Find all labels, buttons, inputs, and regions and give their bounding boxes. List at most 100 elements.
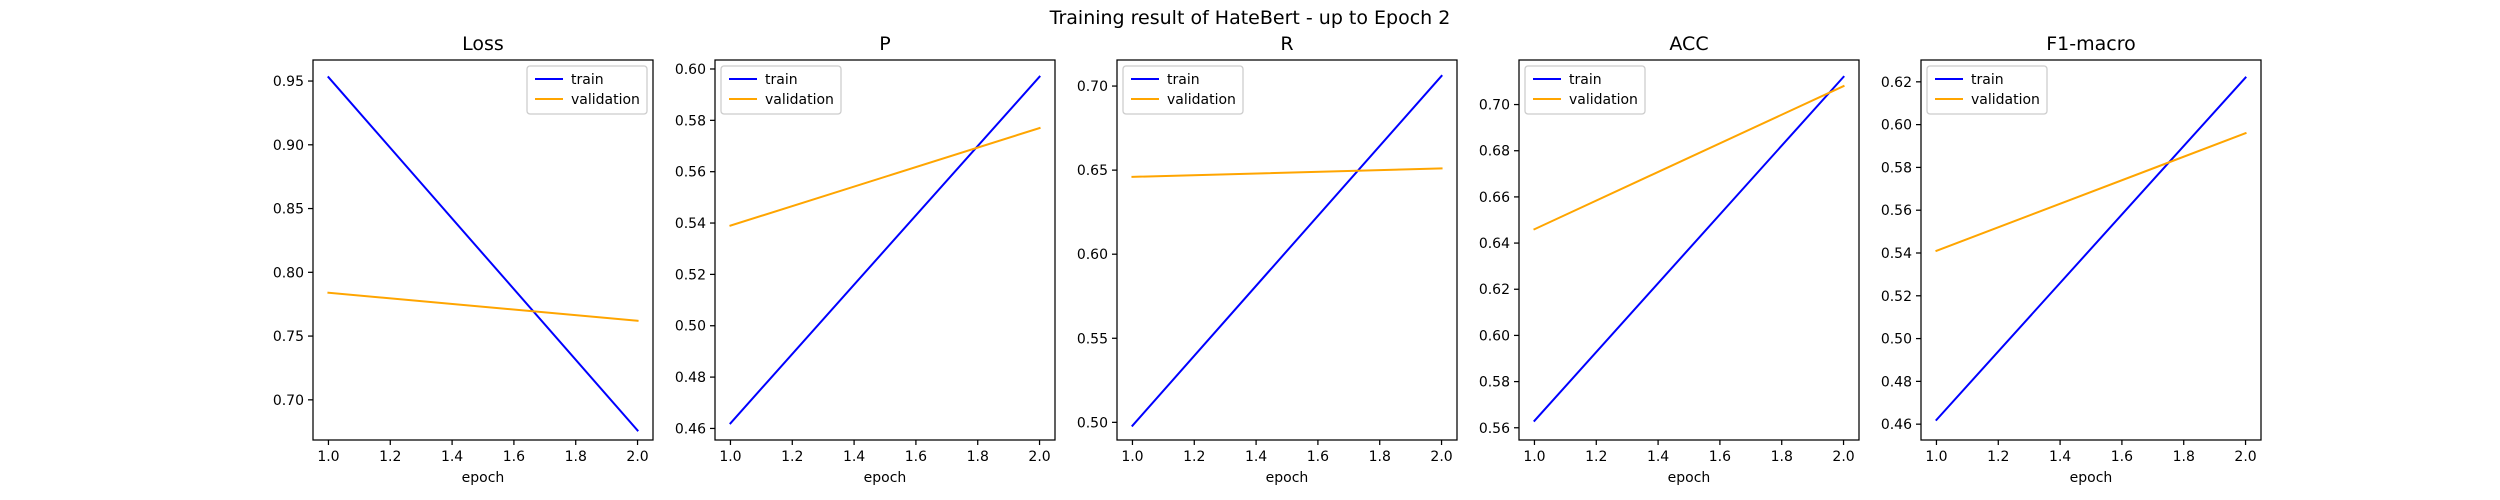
x-tick-label: 1.8 xyxy=(1771,449,1793,465)
axes-title: P xyxy=(879,33,890,55)
y-tick-label: 0.62 xyxy=(1479,282,1510,298)
y-tick-label: 0.46 xyxy=(675,421,706,437)
subplot-loss: Loss 1.0 1.2 1.4 1.6 1.8 2.0 0.70 0.75 0.80 0.85 0.… xyxy=(273,33,654,486)
y-tick-label: 0.50 xyxy=(1881,332,1912,348)
axes-frame xyxy=(1116,59,1458,441)
y-tick-label: 0.54 xyxy=(1881,246,1912,262)
series-line-train xyxy=(1935,76,2247,422)
y-tick-label: 0.56 xyxy=(1479,421,1510,437)
legend-label-validation: validation xyxy=(765,92,834,108)
legend: train validation xyxy=(720,65,842,115)
y-tick-label: 0.85 xyxy=(273,202,304,218)
x-tick-label: 1.6 xyxy=(1307,449,1329,465)
axes-title: F1-macro xyxy=(2046,33,2136,55)
y-tick-label: 0.70 xyxy=(1077,79,1108,95)
legend-label-train: train xyxy=(765,72,798,88)
y-tick-label: 0.62 xyxy=(1881,75,1912,91)
y-tick-label: 0.68 xyxy=(1479,144,1510,160)
x-tick-label: 1.4 xyxy=(2049,449,2071,465)
x-tick-label: 1.4 xyxy=(1245,449,1267,465)
x-axis-label: epoch xyxy=(462,470,505,486)
axes-frame xyxy=(714,59,1056,441)
x-tick-label: 2.0 xyxy=(1028,449,1050,465)
x-axis-label: epoch xyxy=(1266,470,1309,486)
y-tick-label: 0.95 xyxy=(273,74,304,90)
legend: train validation xyxy=(526,65,648,115)
y-tick-label: 0.54 xyxy=(675,216,706,232)
x-tick-label: 1.2 xyxy=(1585,449,1607,465)
series-line-train xyxy=(1131,74,1443,428)
y-tick-label: 0.58 xyxy=(1881,160,1912,176)
legend-label-validation: validation xyxy=(571,92,640,108)
series-line-validation xyxy=(1935,131,2247,253)
subplot-p: P 1.0 1.2 1.4 1.6 1.8 2.0 0.46 0.48 0.50 0.52 0.54 0… xyxy=(675,33,1056,486)
x-tick-label: 1.0 xyxy=(719,449,741,465)
x-tick-label: 1.6 xyxy=(503,449,525,465)
y-tick-label: 0.60 xyxy=(1077,247,1108,263)
y-tick-label: 0.66 xyxy=(1479,190,1510,206)
legend-label-validation: validation xyxy=(1167,92,1236,108)
subplot-r: R 1.0 1.2 1.4 1.6 1.8 2.0 0.50 0.55 0.60 0.65 0.70 e… xyxy=(1077,33,1458,486)
x-tick-label: 1.6 xyxy=(1709,449,1731,465)
x-tick-label: 1.0 xyxy=(317,449,339,465)
y-tick-label: 0.75 xyxy=(273,329,304,345)
series-line-validation xyxy=(327,291,639,322)
x-tick-label: 1.8 xyxy=(1369,449,1391,465)
subplot-f1-macro: F1-macro 1.0 1.2 1.4 1.6 1.8 2.0 0.46 0.48 0.50 0.… xyxy=(1881,33,2262,486)
y-tick-label: 0.58 xyxy=(1479,375,1510,391)
y-tick-label: 0.80 xyxy=(273,265,304,281)
x-tick-label: 1.2 xyxy=(379,449,401,465)
x-tick-label: 1.4 xyxy=(1647,449,1669,465)
y-tick-label: 0.70 xyxy=(273,393,304,409)
x-axis-label: epoch xyxy=(2070,470,2113,486)
series-line-validation xyxy=(1131,167,1443,178)
legend-label-train: train xyxy=(1167,72,1200,88)
y-tick-label: 0.55 xyxy=(1077,331,1108,347)
axes-frame xyxy=(1518,59,1860,441)
x-tick-label: 1.2 xyxy=(1183,449,1205,465)
y-tick-label: 0.60 xyxy=(1479,328,1510,344)
series-line-train xyxy=(729,75,1041,425)
legend: train validation xyxy=(1122,65,1244,115)
series-line-validation xyxy=(1533,84,1845,231)
x-tick-label: 1.0 xyxy=(1925,449,1947,465)
legend-label-validation: validation xyxy=(1569,92,1638,108)
legend-label-validation: validation xyxy=(1971,92,2040,108)
y-tick-label: 0.65 xyxy=(1077,163,1108,179)
y-tick-label: 0.56 xyxy=(675,165,706,181)
x-tick-label: 1.6 xyxy=(905,449,927,465)
x-tick-label: 1.0 xyxy=(1523,449,1545,465)
legend-label-train: train xyxy=(1971,72,2004,88)
legend-label-train: train xyxy=(1569,72,1602,88)
x-tick-label: 1.2 xyxy=(1987,449,2009,465)
y-tick-label: 0.52 xyxy=(675,267,706,283)
x-tick-label: 1.8 xyxy=(2173,449,2195,465)
series-line-validation xyxy=(729,126,1041,227)
y-tick-label: 0.58 xyxy=(675,113,706,129)
x-tick-label: 2.0 xyxy=(1832,449,1854,465)
axes-title: R xyxy=(1280,33,1293,55)
y-tick-label: 0.52 xyxy=(1881,289,1912,305)
y-tick-label: 0.70 xyxy=(1479,98,1510,114)
axes-frame xyxy=(1920,59,2262,441)
y-tick-label: 0.50 xyxy=(675,319,706,335)
x-tick-label: 1.2 xyxy=(781,449,803,465)
y-tick-label: 0.56 xyxy=(1881,203,1912,219)
axes-title: ACC xyxy=(1669,33,1708,55)
y-tick-label: 0.48 xyxy=(675,370,706,386)
x-tick-label: 2.0 xyxy=(626,449,648,465)
x-tick-label: 1.4 xyxy=(441,449,463,465)
legend: train validation xyxy=(1524,65,1646,115)
series-line-train xyxy=(1533,75,1845,423)
x-tick-label: 1.8 xyxy=(967,449,989,465)
legend-label-train: train xyxy=(571,72,604,88)
x-tick-label: 1.0 xyxy=(1121,449,1143,465)
x-tick-label: 1.8 xyxy=(565,449,587,465)
figure-suptitle: Training result of HateBert - up to Epoc… xyxy=(1049,7,1451,29)
subplots: Loss 1.0 1.2 1.4 1.6 1.8 2.0 0.70 0.75 0.80 0.85 0.… xyxy=(273,33,2262,486)
axes-title: Loss xyxy=(462,33,504,55)
y-tick-label: 0.60 xyxy=(675,62,706,78)
y-tick-label: 0.50 xyxy=(1077,415,1108,431)
y-tick-label: 0.46 xyxy=(1881,417,1912,433)
